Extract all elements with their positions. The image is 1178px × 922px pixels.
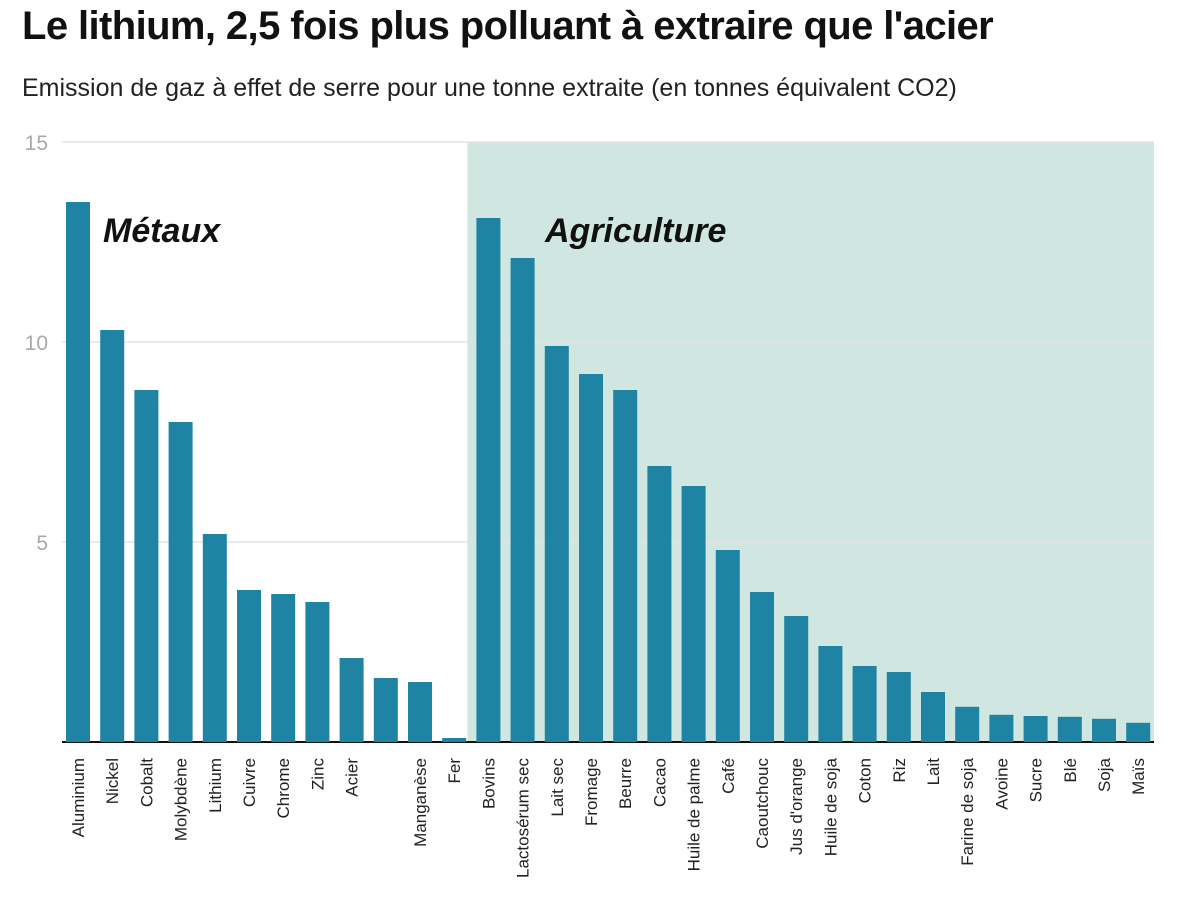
y-tick-label: 10 <box>25 332 48 355</box>
bar <box>955 706 980 742</box>
bar <box>271 594 296 742</box>
bar <box>202 534 227 742</box>
bar <box>476 218 501 742</box>
bar <box>886 672 911 742</box>
category-label: Aluminium <box>69 758 88 837</box>
group-label: Métaux <box>103 212 222 250</box>
category-label: Huile de palme <box>685 758 704 871</box>
bar <box>613 390 638 742</box>
bar <box>818 646 843 742</box>
category-label: Blé <box>1061 758 1080 783</box>
category-label: Nickel <box>103 758 122 804</box>
category-label: Sucre <box>1027 758 1046 802</box>
group-label: Agriculture <box>544 212 726 250</box>
bar <box>784 616 809 742</box>
bar <box>1126 722 1151 742</box>
bar <box>750 592 774 742</box>
bar <box>1092 718 1116 742</box>
bar <box>921 692 945 742</box>
category-label: Riz <box>890 758 909 783</box>
bar <box>510 258 535 742</box>
bar <box>715 550 740 742</box>
chart-title: Le lithium, 2,5 fois plus polluant à ext… <box>22 4 994 48</box>
bar <box>852 666 877 742</box>
category-label: Beurre <box>616 758 635 809</box>
category-label: Caoutchouc <box>753 758 772 849</box>
category-label: Molybdène <box>172 758 191 841</box>
y-tick-label: 15 <box>25 132 48 155</box>
category-label: Bovins <box>479 758 498 809</box>
category-label: Lactosérum sec <box>514 758 533 878</box>
bar <box>579 374 603 742</box>
category-label: Fer <box>445 758 464 784</box>
bar <box>237 590 261 742</box>
category-label: Lait <box>924 758 943 786</box>
category-label: Avoine <box>992 758 1011 810</box>
bar <box>168 422 193 742</box>
category-label: Cuivre <box>240 758 259 807</box>
bar <box>66 202 90 742</box>
bar <box>339 658 364 742</box>
bar <box>1057 716 1082 742</box>
category-label: Huile de soja <box>821 757 840 856</box>
category-label: Lait sec <box>548 758 567 817</box>
category-label: Chrome <box>274 758 293 818</box>
category-label: Lithium <box>206 758 225 813</box>
category-label: Zinc <box>308 758 327 791</box>
chart-subtitle: Emission de gaz à effet de serre pour un… <box>22 74 957 102</box>
category-label: Manganèse <box>411 758 430 847</box>
bar <box>681 486 706 742</box>
bar <box>442 738 467 742</box>
bar <box>100 330 125 742</box>
category-label: Cobalt <box>137 758 156 807</box>
category-label: Café <box>719 758 738 794</box>
category-label: Fromage <box>582 758 601 826</box>
bar <box>989 714 1014 742</box>
bar <box>1023 716 1048 742</box>
y-tick-label: 5 <box>36 532 48 555</box>
category-label: Cacao <box>650 758 669 807</box>
bar <box>408 682 432 742</box>
bar <box>544 346 569 742</box>
bar <box>305 602 330 742</box>
category-label: Farine de soja <box>958 757 977 865</box>
category-label: Acier <box>343 758 362 797</box>
category-label: Coton <box>856 758 875 803</box>
category-label: Soja <box>1095 757 1114 792</box>
category-label: Jus d'orange <box>787 758 806 855</box>
bar <box>647 466 672 742</box>
bar <box>373 678 398 742</box>
bar <box>134 390 159 742</box>
category-label: Maïs <box>1129 758 1148 795</box>
